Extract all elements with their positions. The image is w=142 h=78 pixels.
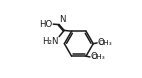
Text: H₂N: H₂N (42, 37, 59, 46)
Text: CH₃: CH₃ (99, 40, 113, 46)
Text: CH₃: CH₃ (92, 54, 105, 60)
Text: O: O (90, 52, 97, 61)
Text: O: O (97, 38, 104, 47)
Text: N: N (59, 15, 66, 24)
Text: HO: HO (40, 20, 53, 29)
